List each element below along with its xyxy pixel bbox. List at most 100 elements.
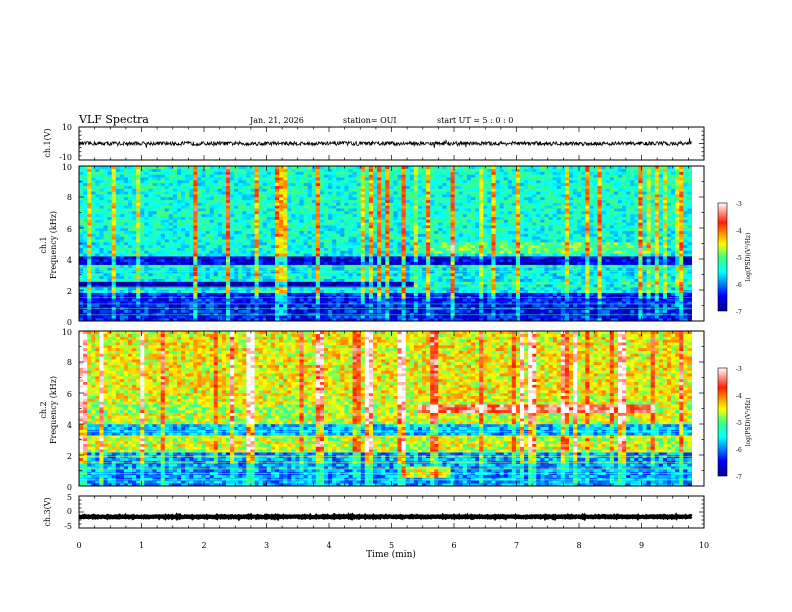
spectrogram-cell [79, 292, 84, 296]
spectrogram-cell [140, 222, 145, 226]
spectrogram-cell [299, 272, 305, 277]
spectrogram-cell [275, 193, 280, 198]
spectrogram-cell [189, 236, 194, 240]
spectrogram-cell [381, 219, 386, 223]
spectrogram-cell [385, 253, 390, 257]
spectrogram-cell [348, 165, 354, 170]
spectrogram-cell [217, 315, 223, 319]
spectrogram-cell [185, 213, 190, 218]
spectrogram-cell [401, 191, 407, 195]
spectrogram-cell [401, 216, 407, 220]
spectrogram-cell [119, 236, 125, 240]
spectrogram-cell [417, 309, 423, 313]
spectrogram-cell [413, 315, 419, 319]
spectrogram-cell [275, 199, 280, 203]
spectrogram-cell [356, 295, 362, 299]
spectrogram-cell [136, 185, 141, 189]
spectrogram-cell [328, 216, 333, 220]
spectrogram-cell [164, 239, 170, 243]
spectrogram-cell [103, 281, 109, 285]
spectrogram-cell [303, 286, 309, 291]
spectrogram-cell [393, 250, 398, 254]
spectrogram-cell [287, 295, 292, 299]
spectrogram-cell [156, 253, 162, 257]
spectrogram-cell [95, 219, 100, 223]
spectrogram-cell [83, 193, 88, 198]
spectrogram-cell [172, 309, 178, 313]
spectrogram-cell [266, 165, 272, 170]
spectrogram-cell [181, 278, 186, 282]
spectrogram-cell [95, 230, 100, 234]
spectrogram-cell [136, 295, 141, 299]
spectrogram-cell [136, 281, 141, 285]
spectrogram-cell [324, 284, 329, 288]
spectrogram-cell [172, 278, 178, 282]
spectrogram-cell [381, 188, 386, 192]
spectrogram-cell [156, 182, 162, 187]
spectrogram-cell [389, 227, 394, 232]
spectrogram-cell [91, 292, 96, 296]
spectrogram-cell [275, 298, 280, 302]
spectrogram-cell [430, 196, 435, 201]
spectrogram-cell [152, 230, 158, 234]
spectrogram-cell [426, 261, 431, 265]
spectrogram-cell [311, 258, 317, 263]
spectrogram-cell [197, 171, 202, 175]
spectrogram-cell [254, 208, 260, 212]
spectrogram-cell [238, 213, 243, 218]
spectrogram-cell [413, 309, 419, 313]
spectrogram-cell [148, 222, 153, 226]
spectrogram-cell [197, 255, 202, 260]
spectrogram-cell [197, 241, 202, 246]
spectrogram-cell [291, 185, 296, 189]
spectrogram-cell [422, 267, 427, 271]
spectrogram-cell [438, 219, 443, 223]
spectrogram-cell [364, 239, 370, 243]
spectrogram-cell [311, 241, 317, 246]
spectrogram-cell [340, 208, 345, 212]
spectrogram-cell [250, 264, 256, 268]
spectrogram-cell [152, 292, 158, 296]
spectrogram-cell [344, 275, 349, 280]
spectrogram-cell [238, 199, 243, 203]
spectrogram-cell [91, 202, 96, 206]
spectrogram-cell [299, 177, 305, 181]
spectrogram-cell [438, 230, 443, 234]
spectrogram-cell [426, 227, 431, 232]
spectrogram-cell [164, 219, 170, 223]
spectrogram-cell [356, 185, 362, 189]
spectrogram-cell [107, 250, 113, 254]
spectrogram-cell [328, 315, 333, 319]
spectrogram-cell [250, 199, 256, 203]
spectrogram-cell [250, 171, 256, 175]
spectrogram-cell [226, 239, 231, 243]
spectrogram-cell [291, 213, 296, 218]
spectrogram-cell [258, 233, 264, 237]
spectrogram-cell [299, 295, 305, 299]
spectrogram-cell [360, 210, 366, 215]
spectrogram-cell [413, 199, 419, 203]
spectrogram-cell [270, 264, 276, 268]
spectrogram-cell [405, 275, 411, 280]
spectrogram-cell [295, 236, 300, 240]
spectrogram-cell [123, 185, 129, 189]
spectrogram-cell [283, 303, 288, 308]
spectrogram-cell [91, 193, 96, 198]
spectrogram-cell [311, 261, 317, 265]
spectrogram-cell [422, 208, 427, 212]
spectrogram-cell [242, 224, 247, 229]
spectrogram-cell [91, 177, 96, 181]
spectrogram-cell [156, 298, 162, 302]
spectrogram-cell [332, 227, 337, 232]
spectrogram-cell [315, 292, 321, 296]
spectrogram-cell [409, 281, 415, 285]
spectrogram-cell [201, 250, 207, 254]
spectrogram-cell [234, 261, 239, 265]
spectrogram-cell [148, 315, 153, 319]
spectrogram-cell [242, 216, 247, 220]
spectrogram-cell [103, 168, 109, 172]
spectrogram-cell [417, 227, 423, 232]
spectrogram-cell [377, 301, 382, 305]
spectrogram-cell [291, 230, 296, 234]
spectrogram-cell [389, 202, 394, 206]
